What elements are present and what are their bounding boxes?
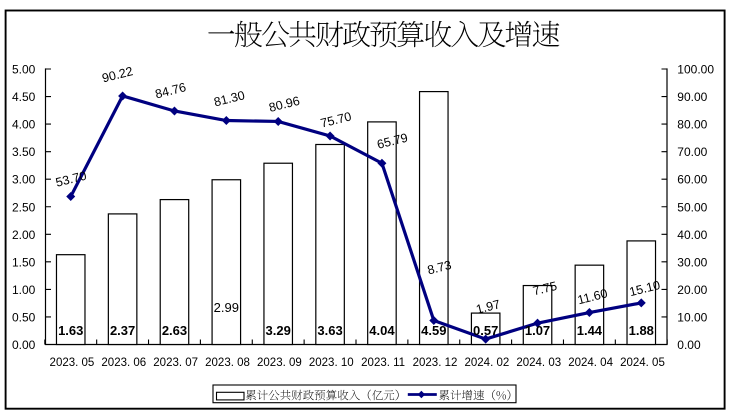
svg-text:80.00: 80.00 [677, 118, 707, 132]
svg-text:2.00: 2.00 [12, 228, 36, 242]
svg-text:2023. 07: 2023. 07 [153, 357, 198, 369]
svg-text:5.00: 5.00 [12, 63, 36, 77]
svg-text:4.00: 4.00 [12, 118, 36, 132]
svg-text:70.00: 70.00 [677, 145, 707, 159]
svg-text:1.07: 1.07 [525, 323, 550, 338]
svg-text:3.63: 3.63 [317, 323, 342, 338]
svg-text:4.59: 4.59 [421, 323, 446, 338]
svg-text:2023. 08: 2023. 08 [205, 357, 250, 369]
svg-text:3.50: 3.50 [12, 145, 36, 159]
svg-text:2023. 05: 2023. 05 [50, 357, 95, 369]
svg-text:40.00: 40.00 [677, 228, 707, 242]
svg-text:3.00: 3.00 [12, 173, 36, 187]
svg-text:1.44: 1.44 [577, 323, 603, 338]
svg-text:100.00: 100.00 [677, 63, 714, 77]
svg-text:20.00: 20.00 [677, 283, 707, 297]
svg-text:2.50: 2.50 [12, 200, 36, 214]
svg-text:2023. 10: 2023. 10 [309, 357, 354, 369]
svg-text:1.63: 1.63 [58, 323, 83, 338]
svg-text:1.88: 1.88 [629, 323, 654, 338]
svg-text:3.29: 3.29 [266, 323, 291, 338]
svg-text:7.75: 7.75 [532, 279, 559, 298]
svg-text:0.00: 0.00 [12, 338, 36, 352]
svg-text:4.50: 4.50 [12, 90, 36, 104]
svg-text:4.04: 4.04 [369, 323, 395, 338]
svg-text:30.00: 30.00 [677, 255, 707, 269]
svg-text:2024. 05: 2024. 05 [620, 357, 665, 369]
svg-text:2023. 12: 2023. 12 [413, 357, 458, 369]
svg-text:2023. 11: 2023. 11 [361, 357, 405, 369]
svg-text:2.37: 2.37 [110, 323, 135, 338]
svg-text:2024. 02: 2024. 02 [464, 357, 509, 369]
svg-text:2.63: 2.63 [162, 323, 187, 338]
svg-text:1.00: 1.00 [12, 283, 36, 297]
svg-text:50.00: 50.00 [677, 200, 707, 214]
svg-text:60.00: 60.00 [677, 173, 707, 187]
svg-text:0.50: 0.50 [12, 310, 36, 324]
svg-text:2024. 03: 2024. 03 [516, 357, 561, 369]
svg-text:1.97: 1.97 [475, 297, 502, 316]
svg-text:10.00: 10.00 [677, 310, 707, 324]
svg-text:2023. 09: 2023. 09 [257, 357, 302, 369]
svg-text:0.00: 0.00 [677, 338, 701, 352]
svg-text:8.73: 8.73 [426, 258, 453, 277]
svg-text:2024. 04: 2024. 04 [568, 357, 613, 369]
svg-text:90.00: 90.00 [677, 90, 707, 104]
svg-text:2023. 06: 2023. 06 [101, 357, 146, 369]
svg-text:0.57: 0.57 [473, 323, 498, 338]
svg-text:2.99: 2.99 [214, 300, 239, 315]
svg-text:1.50: 1.50 [12, 255, 36, 269]
